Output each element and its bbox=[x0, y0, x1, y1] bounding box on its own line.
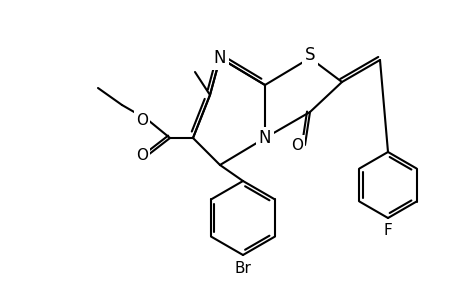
Text: Br: Br bbox=[234, 261, 251, 276]
Text: F: F bbox=[383, 223, 392, 238]
Text: N: N bbox=[258, 129, 271, 147]
Text: O: O bbox=[136, 112, 148, 128]
Text: S: S bbox=[304, 46, 314, 64]
Text: O: O bbox=[136, 148, 148, 163]
Text: O: O bbox=[291, 137, 302, 152]
Text: N: N bbox=[213, 49, 226, 67]
